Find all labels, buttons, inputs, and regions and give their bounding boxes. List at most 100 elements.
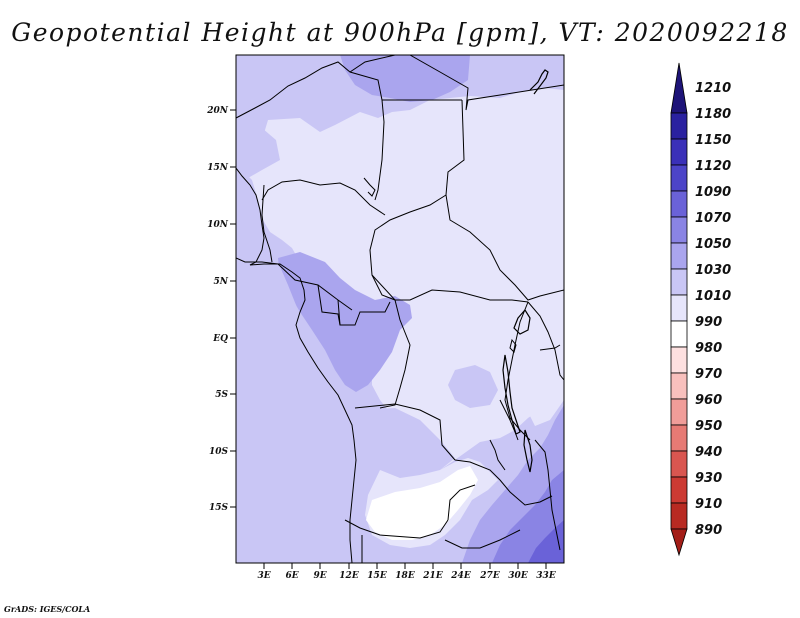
colorbar-label: 1030: [695, 263, 731, 278]
lat-label-5n: 5N: [214, 277, 229, 287]
lon-tick: 12E: [339, 563, 359, 581]
country-borders: [236, 55, 564, 563]
lat-tick: EQ: [212, 334, 236, 344]
lat-tick: 15S: [209, 503, 236, 513]
lon-tick: 27E: [479, 563, 500, 581]
lake-victoria: [513, 308, 531, 335]
lon-label-30e: 30E: [508, 571, 528, 581]
colorbar-swatch: [670, 424, 688, 452]
colorbar-label: 990: [695, 315, 722, 330]
lon-label-12e: 12E: [339, 571, 359, 581]
lake-malawi: [523, 429, 533, 473]
colorbar-label: 940: [695, 445, 722, 460]
nile-delta-lines: [363, 177, 376, 197]
colorbar-label: 1120: [695, 159, 731, 174]
lat-label-15s: 15S: [209, 503, 229, 513]
colorbar-swatch: [670, 372, 688, 400]
coastline: [236, 167, 357, 563]
lon-tick: 3E: [257, 563, 271, 581]
colorbar-label: 950: [695, 419, 722, 434]
lon-label-3e: 3E: [257, 571, 270, 581]
lon-label-15e: 15E: [367, 571, 387, 581]
field-1030-angola-interior: [360, 408, 455, 478]
colorbar-swatch: [670, 320, 688, 348]
colorbar-label: 1210: [695, 81, 731, 96]
lat-tick: 5N: [214, 277, 236, 287]
map-panel: [236, 55, 564, 563]
colorbar-label: 980: [695, 341, 722, 356]
colorbar-swatch: [670, 398, 688, 426]
colorbar-label: 1090: [695, 185, 731, 200]
colorbar-label: 1010: [695, 289, 731, 304]
field-1010-east-coast: [528, 360, 564, 426]
lat-label-10s: 10S: [209, 447, 229, 457]
field-1050-congo: [278, 252, 412, 392]
field-1030-gulf-strip: [236, 262, 356, 563]
map-frame: [235, 54, 565, 564]
colorbar-swatch: [670, 476, 688, 504]
field-1030-coastline-shade: [236, 120, 262, 262]
lat-axis: 20N 15N 10N 5N EQ 5S 10S 15S: [206, 106, 236, 513]
lon-tick: 30E: [508, 563, 528, 581]
lon-label-21e: 21E: [422, 571, 443, 581]
lat-label-20n: 20N: [206, 106, 229, 116]
colorbar-swatch: [670, 450, 688, 478]
colorbar-swatch: [670, 294, 688, 322]
lat-label-15n: 15N: [207, 163, 229, 173]
lon-tick: 15E: [367, 563, 387, 581]
colorbar-swatch: [670, 164, 688, 192]
colorbar-swatch: [670, 502, 688, 530]
field-1030-western-edge: [236, 120, 280, 178]
colorbar-label: 1070: [695, 211, 731, 226]
lat-tick: 15N: [207, 163, 236, 173]
colorbar-label: 890: [695, 523, 722, 538]
colorbar-label: 960: [695, 393, 722, 408]
colorbar-swatch: [670, 242, 688, 270]
field-1090-southeast: [528, 520, 564, 563]
colorbar-swatch: [670, 216, 688, 244]
colorbar-label: 1050: [695, 237, 731, 252]
lat-tick: 10S: [209, 447, 236, 457]
field-1030-central-blob: [448, 365, 498, 408]
lon-tick: 9E: [313, 563, 327, 581]
lon-label-27e: 27E: [479, 571, 500, 581]
colorbar-swatch: [670, 346, 688, 374]
colorbar-label: 930: [695, 471, 722, 486]
lon-tick: 21E: [422, 563, 443, 581]
lon-label-9e: 9E: [313, 571, 326, 581]
lon-label-33e: 33E: [536, 571, 556, 581]
lat-label-eq: EQ: [212, 334, 228, 344]
lat-label-10n: 10N: [207, 220, 229, 230]
lon-tick: 33E: [536, 563, 556, 581]
lon-label-18e: 18E: [395, 571, 415, 581]
field-1010-namibia-blank: [366, 466, 478, 540]
colorbar-swatch: [670, 138, 688, 166]
lat-tick: 10N: [207, 220, 236, 230]
lake-kivu: [509, 338, 517, 353]
lake-tanganyika: [502, 354, 521, 435]
colorbar: 1210 1180 1150 1120 1090 1070 1050 1030 1010 990 9…: [670, 62, 731, 557]
lon-tick: 6E: [285, 563, 299, 581]
field-1050-north: [340, 55, 470, 102]
colorbar-label: 970: [695, 367, 722, 382]
colorbar-swatch: [670, 190, 688, 218]
lon-label-24e: 24E: [450, 571, 471, 581]
colorbar-swatch: [670, 268, 688, 296]
grads-credit: GrADS: IGES/COLA: [4, 604, 91, 614]
map-title: Geopotential Height at 900hPa [gpm], VT:…: [11, 18, 789, 47]
colorbar-swatch: [670, 528, 688, 557]
lon-label-6e: 6E: [285, 571, 298, 581]
colorbar-label: 1180: [695, 107, 731, 122]
lon-tick: 18E: [395, 563, 415, 581]
lon-axis: 3E 6E 9E 12E 15E 18E 21E 24E 27E 30E 33E: [257, 563, 556, 581]
lat-label-5s: 5S: [215, 390, 228, 400]
colorbar-label: 910: [695, 497, 722, 512]
red-sea-coast: [529, 69, 549, 95]
colorbar-swatch: [670, 62, 688, 114]
colorbar-swatch: [670, 112, 688, 140]
lon-tick: 24E: [450, 563, 471, 581]
lat-tick: 20N: [206, 106, 236, 116]
colorbar-label: 1150: [695, 133, 731, 148]
lat-tick: 5S: [215, 390, 236, 400]
